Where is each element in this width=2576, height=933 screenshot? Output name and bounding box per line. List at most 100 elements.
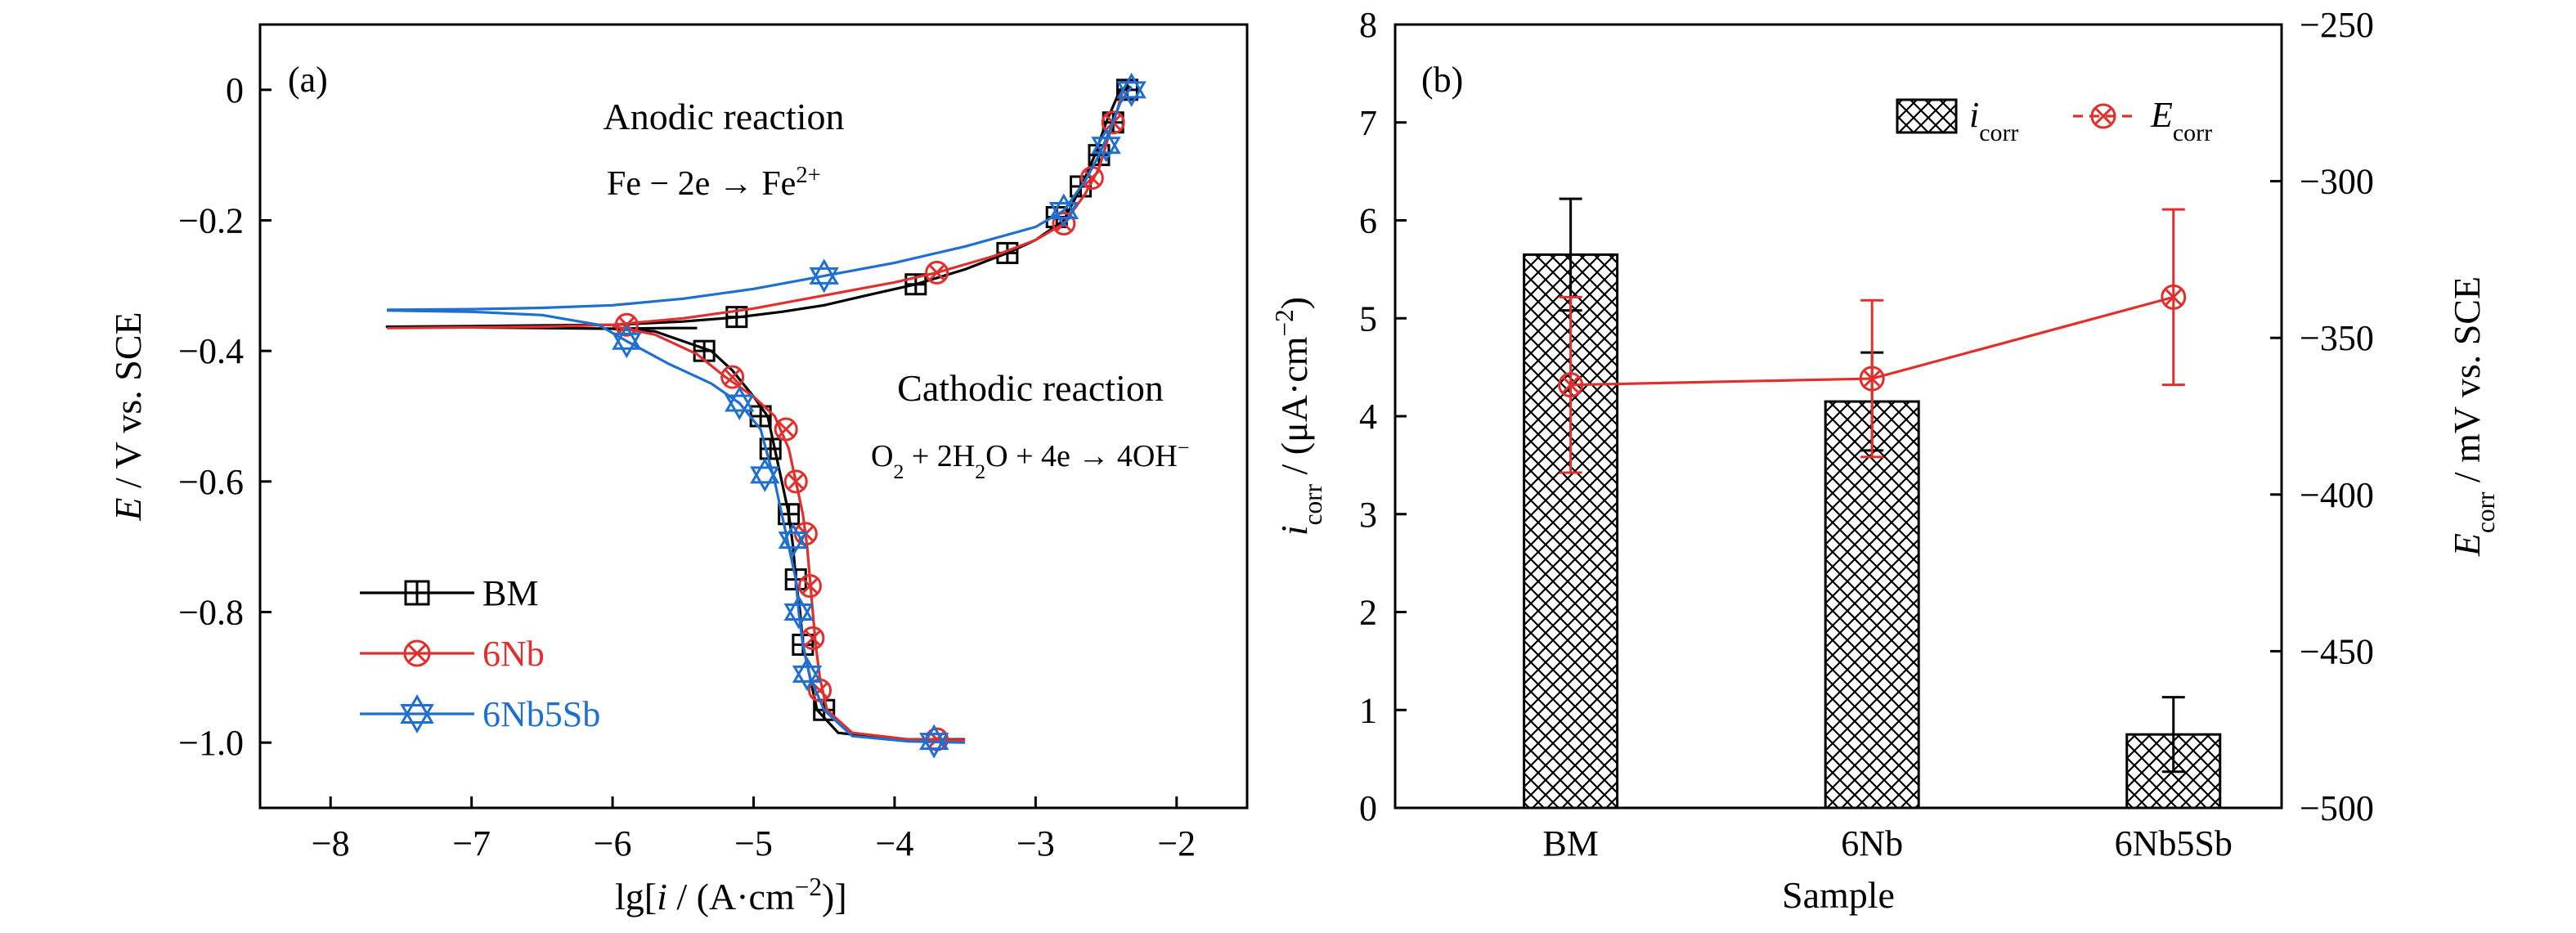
y-tick-label-b: 3: [1359, 495, 1377, 535]
series-line-cathodic: [387, 309, 966, 744]
x-axis-label-a-part: −2: [795, 872, 822, 901]
data-point-cross: [694, 341, 715, 361]
y-tick-label-a: −0.8: [178, 593, 244, 633]
data-point-cross: [751, 406, 771, 426]
data-point: [778, 523, 808, 558]
legend-marker-cross: [407, 644, 427, 663]
y-axis-label-b: icorr / (μA·cm−2): [1270, 297, 1327, 536]
annotation-cathodic-equation-part: O: [871, 439, 893, 473]
annotation-anodic-equation-part: 2+: [796, 163, 820, 188]
legend-icorr-label: icorr: [1969, 95, 2018, 146]
data-point-cross: [761, 438, 781, 459]
legend-ecorr-label-part: corr: [2173, 119, 2212, 146]
annotation-cathodic-equation-part: 2: [975, 460, 985, 483]
y-axis-label-b-part: −2: [1270, 309, 1299, 336]
data-point-cross: [778, 421, 794, 437]
data-point: [720, 365, 745, 389]
y-tick-label-b: 8: [1359, 5, 1377, 45]
x-tick-label-a: −5: [734, 823, 773, 863]
annotation-anodic-equation: Fe − 2e → Fe2+: [607, 163, 821, 204]
data-point: [1091, 128, 1121, 163]
panel-label-b: (b): [1421, 60, 1463, 100]
y-tick-label-b: 6: [1359, 201, 1377, 241]
x-tick-label-a: −2: [1157, 823, 1196, 863]
y-tick-label-a: 0: [226, 70, 244, 110]
ecorr-point: [2161, 284, 2187, 310]
legend-ecorr-marker-cross: [2094, 107, 2112, 125]
legend-marker-cross: [406, 581, 429, 604]
annotation-cathodic-equation-part: + 2H: [904, 439, 975, 473]
data-point: [1101, 110, 1125, 135]
data-point: [925, 260, 949, 285]
x-axis-label-a-part: lg[: [615, 876, 657, 917]
legend-label: BM: [482, 573, 538, 613]
y2-tick-label-b: −300: [2300, 162, 2374, 202]
y-tick-label-b: 5: [1359, 298, 1377, 339]
bar-error-bar: [2161, 696, 2185, 774]
y-tick-label-b: 7: [1359, 103, 1377, 143]
ecorr-point: [1859, 366, 1885, 392]
annotation-cathodic-equation-part: −: [1178, 436, 1190, 460]
x-tick-label-a: −4: [876, 823, 914, 863]
series-6Nb5Sb: [387, 72, 1147, 759]
data-point-cross: [805, 630, 821, 647]
data-point: [1052, 211, 1076, 235]
annotation-cathodic-title: Cathodic reaction: [897, 367, 1164, 409]
x-tick-label-b: BM: [1542, 823, 1598, 863]
data-point: [1048, 193, 1079, 228]
data-point: [612, 324, 642, 359]
ecorr-point-cross: [1562, 376, 1580, 394]
series-line-anodic: [387, 85, 1133, 312]
annotation-anodic-title: Anodic reaction: [603, 96, 844, 137]
y-axis-label-b-part: i: [1273, 525, 1315, 536]
ecorr-point: [1558, 372, 1584, 398]
legend-ecorr-label: Ecorr: [2150, 95, 2212, 146]
legend-b: icorr Ecorr: [1896, 95, 2212, 146]
data-point-cross: [788, 473, 804, 490]
y-axis-label-a-part: E: [107, 498, 149, 522]
y-axis-label-b-part: / (μA·cm: [1273, 336, 1315, 484]
data-point: [783, 469, 808, 494]
legend-label: 6Nb5Sb: [482, 694, 600, 734]
legend-a: BM 6Nb 6Nb5Sb: [360, 573, 600, 734]
data-point-cross: [928, 264, 945, 281]
y-tick-label-b: 4: [1359, 397, 1377, 437]
y-axis-label-a-part: / V vs. SCE: [107, 312, 149, 497]
panel-label-a: (a): [288, 60, 328, 100]
legend-icorr-label-part: corr: [1979, 119, 2018, 146]
panel-b-corrosion-bar-chart: 0 1 2 3 4 5 6 7 8 −250 −300 −350 −400 −450 −500 BM 6Nb 6N…: [1270, 5, 2500, 916]
x-tick-label-a: −8: [312, 823, 350, 863]
y2-tick-label-b: −350: [2300, 318, 2374, 358]
y-axis-label-b-part: ): [1273, 297, 1315, 309]
legend-label: 6Nb: [482, 634, 545, 674]
y2-tick-label-b: −250: [2300, 5, 2374, 45]
legend-marker: [400, 694, 434, 733]
data-point: [614, 312, 639, 337]
y2-axis-label-b: Ecorr / mV vs. SCE: [2446, 276, 2500, 557]
legend-ecorr-label-part: E: [2150, 95, 2173, 135]
x-tick-label-a: −7: [452, 823, 491, 863]
y2-tick-label-b: −400: [2300, 475, 2374, 515]
legend-marker: [403, 639, 431, 667]
legend-ecorr-marker: [2090, 103, 2116, 129]
data-point-cross: [811, 682, 828, 699]
annotation-cathodic-equation-part: O + 4e → 4OH: [985, 439, 1178, 473]
x-axis-label-a-part: )]: [822, 876, 847, 917]
x-axis-label-a: lg[i / (A·cm−2)]: [615, 872, 847, 918]
data-point: [1116, 72, 1147, 107]
annotation-cathodic-equation-part: 2: [893, 460, 904, 483]
ecorr-point-cross: [2165, 288, 2183, 306]
y2-axis-label-b-part: / mV vs. SCE: [2446, 276, 2488, 492]
ecorr-point-cross: [1863, 370, 1881, 388]
panel-a-polarization-chart: −8 −7 −6 −5 −4 −3 −20−0.2−0.4−0.6−0.8−1.0(a)lg…: [107, 23, 1249, 918]
y-tick-label-a: −1.0: [178, 723, 244, 763]
x-tick-label-b: 6Nb: [1841, 823, 1903, 863]
x-tick-label-a: −6: [594, 823, 632, 863]
y-axis-label-a: E / V vs. SCE: [107, 312, 149, 521]
y-tick-label-b: 0: [1359, 788, 1377, 828]
legend-icorr-swatch: [1896, 98, 1958, 134]
data-point-cross: [1084, 169, 1101, 186]
y-tick-label-b: 1: [1359, 690, 1377, 730]
data-point: [774, 417, 798, 442]
